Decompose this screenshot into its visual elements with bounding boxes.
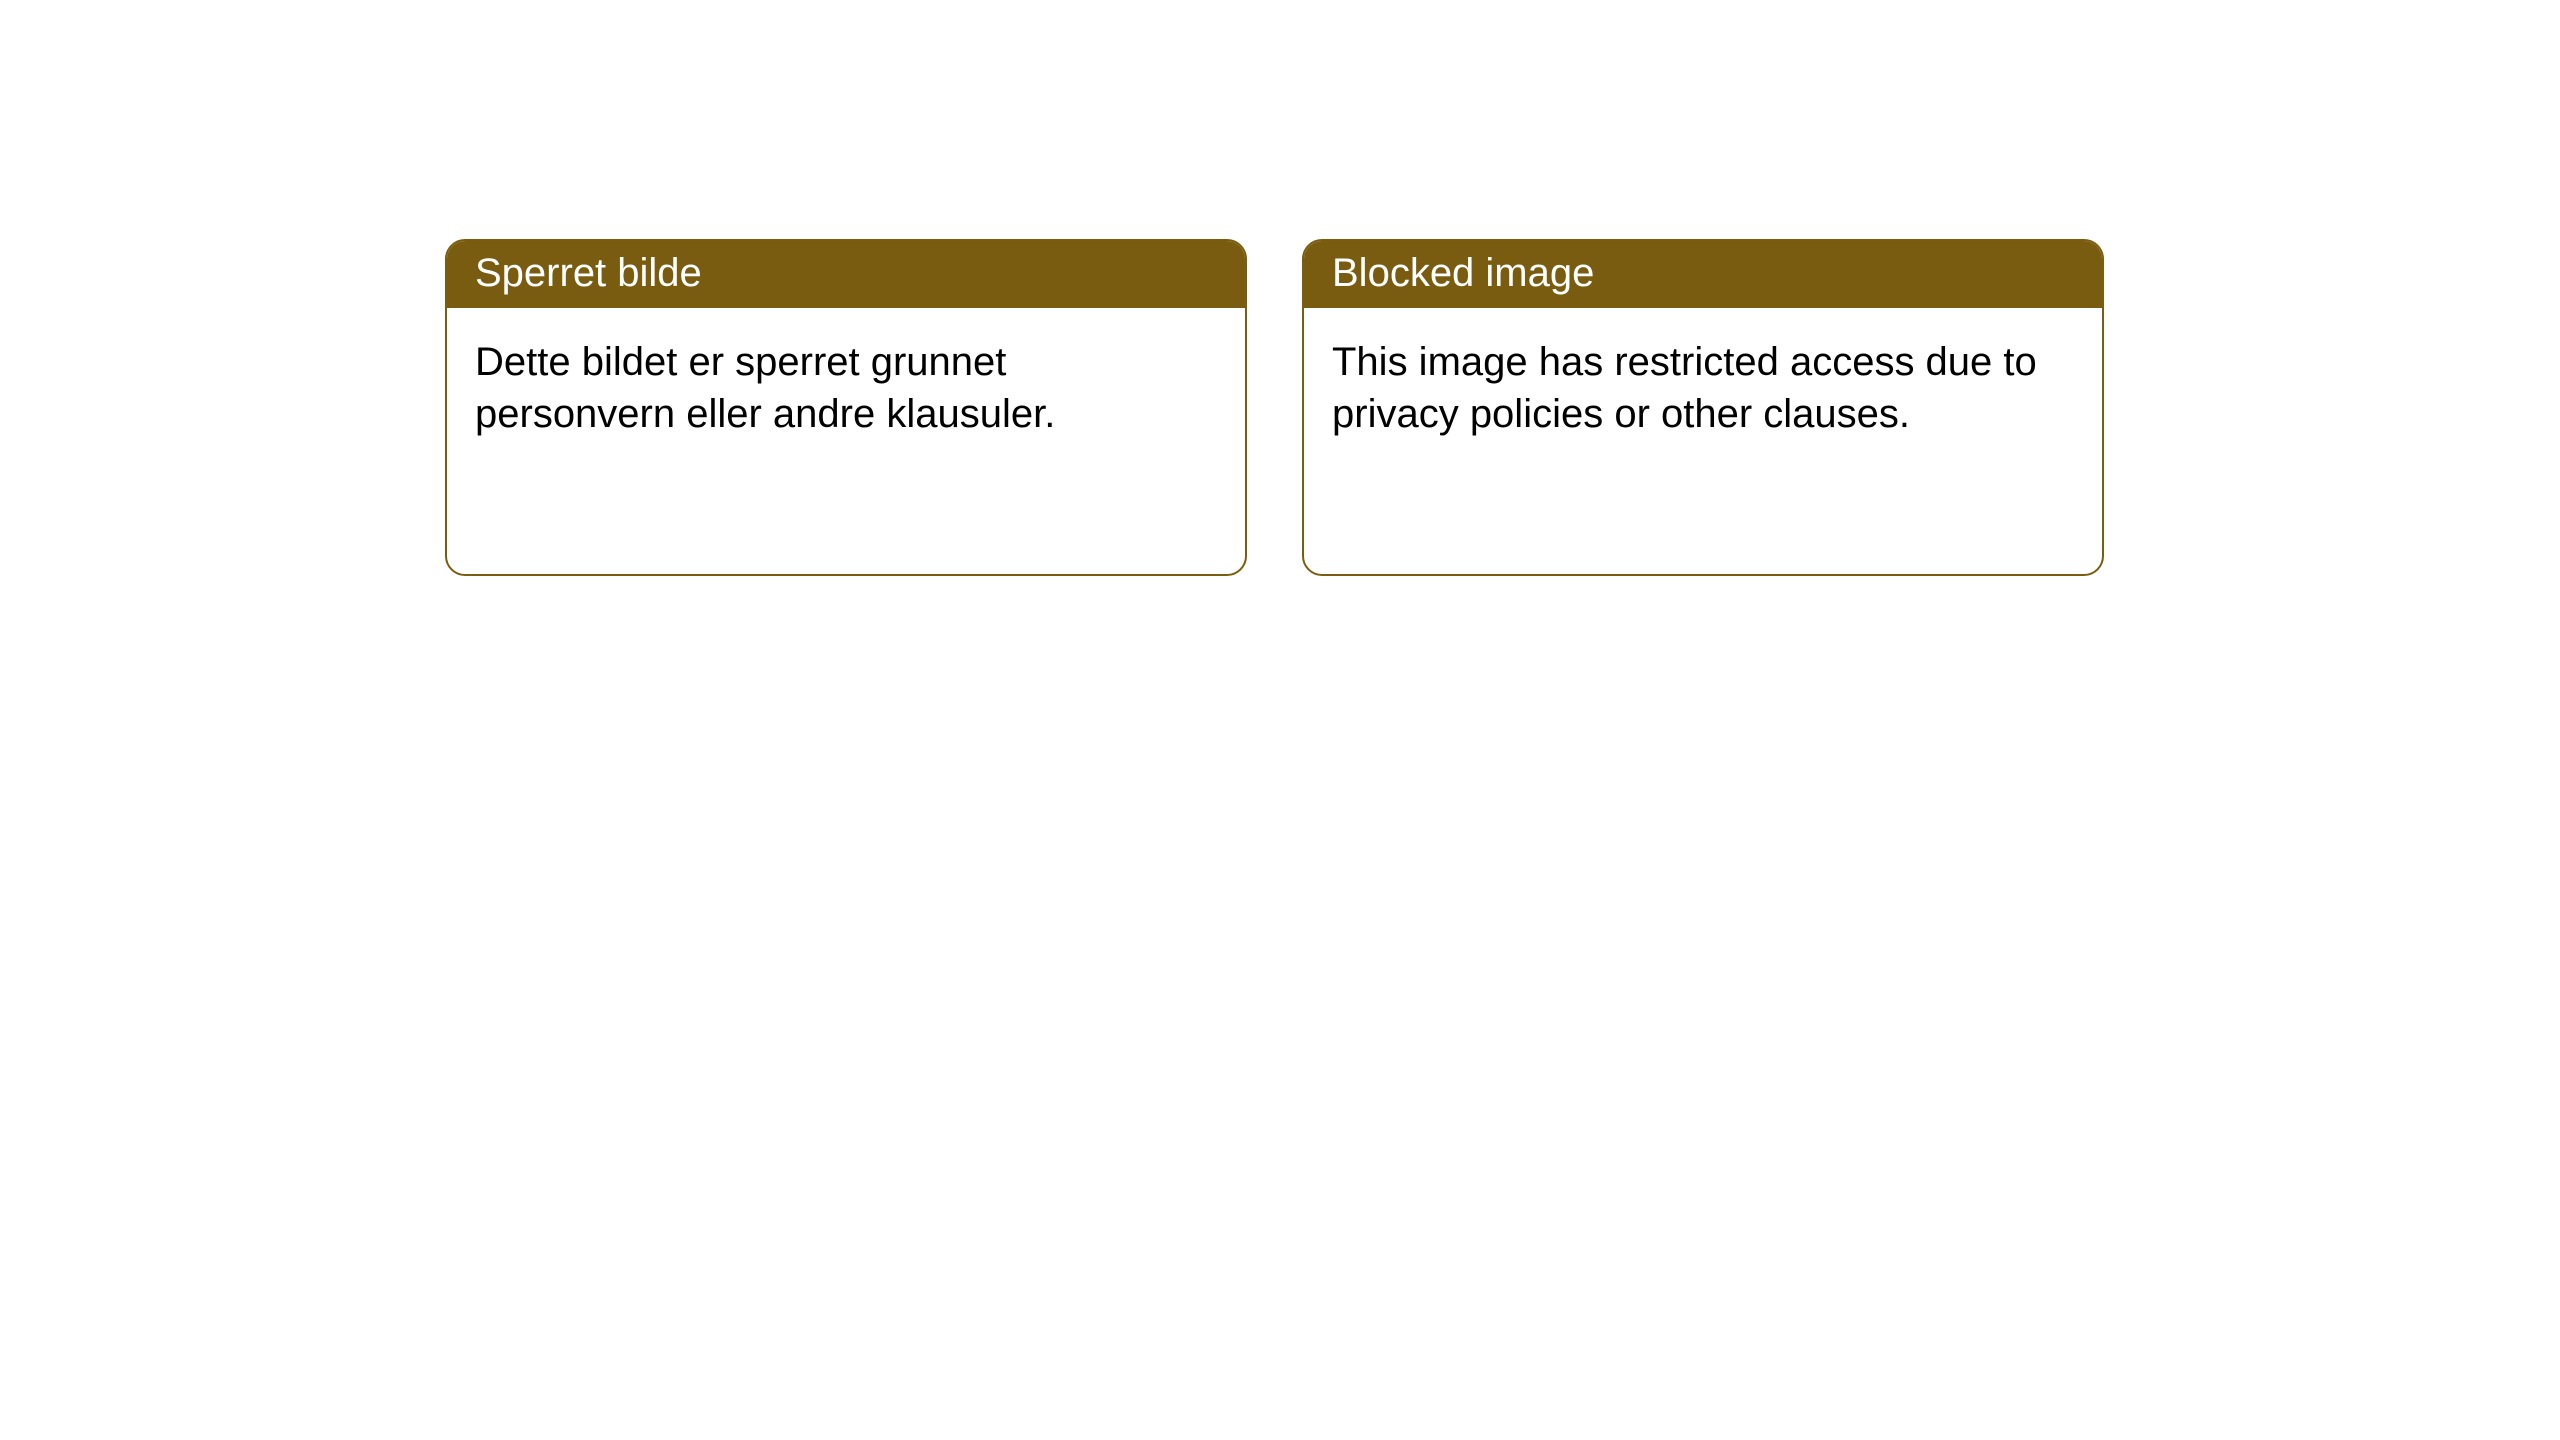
card-body-text: This image has restricted access due to …	[1332, 340, 2037, 436]
card-title: Sperret bilde	[475, 251, 702, 295]
card-body: This image has restricted access due to …	[1304, 308, 2102, 468]
notice-container: Sperret bilde Dette bildet er sperret gr…	[0, 0, 2560, 576]
card-body: Dette bildet er sperret grunnet personve…	[447, 308, 1245, 468]
card-title: Blocked image	[1332, 251, 1594, 295]
card-header: Blocked image	[1304, 241, 2102, 308]
notice-card-norwegian: Sperret bilde Dette bildet er sperret gr…	[445, 239, 1247, 576]
card-body-text: Dette bildet er sperret grunnet personve…	[475, 340, 1055, 436]
notice-card-english: Blocked image This image has restricted …	[1302, 239, 2104, 576]
card-header: Sperret bilde	[447, 241, 1245, 308]
